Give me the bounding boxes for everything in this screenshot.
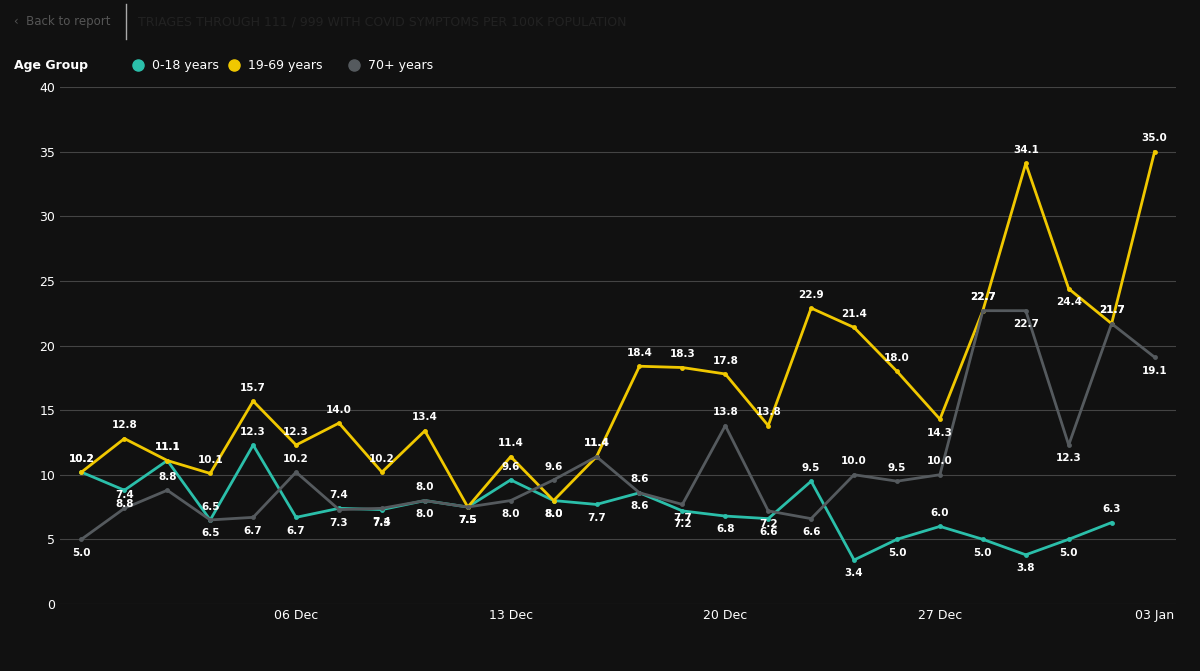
Text: 22.7: 22.7 — [1013, 319, 1039, 329]
Text: 6.7: 6.7 — [287, 525, 305, 535]
Text: 12.3: 12.3 — [283, 427, 308, 437]
Text: 18.0: 18.0 — [884, 353, 910, 363]
Text: 7.5: 7.5 — [458, 515, 478, 525]
Text: 7.3: 7.3 — [330, 518, 348, 528]
Text: 21.4: 21.4 — [841, 309, 868, 319]
Text: 12.3: 12.3 — [1056, 454, 1081, 464]
Text: 18.3: 18.3 — [670, 349, 695, 359]
Text: 14.0: 14.0 — [326, 405, 352, 415]
Text: 8.0: 8.0 — [415, 509, 434, 519]
Text: 7.4: 7.4 — [115, 490, 133, 500]
Text: 10.0: 10.0 — [928, 456, 953, 466]
Text: 21.7: 21.7 — [1099, 305, 1124, 315]
Text: 6.3: 6.3 — [1103, 504, 1121, 514]
Text: 13.8: 13.8 — [713, 407, 738, 417]
Text: 7.7: 7.7 — [587, 513, 606, 523]
Text: Age Group: Age Group — [14, 59, 89, 72]
Text: 7.5: 7.5 — [458, 515, 478, 525]
Text: 7.2: 7.2 — [673, 519, 691, 529]
Text: 10.0: 10.0 — [841, 456, 866, 466]
Text: ‹  Back to report: ‹ Back to report — [14, 15, 110, 28]
Text: 5.0: 5.0 — [72, 548, 91, 558]
Text: 7.4: 7.4 — [330, 490, 348, 500]
Text: 9.5: 9.5 — [888, 463, 906, 473]
Text: 10.2: 10.2 — [68, 454, 95, 464]
Text: 9.5: 9.5 — [802, 463, 821, 473]
Text: 6.8: 6.8 — [716, 525, 734, 534]
Text: 7.5: 7.5 — [458, 515, 478, 525]
Text: 6.6: 6.6 — [758, 527, 778, 537]
Text: 8.0: 8.0 — [545, 509, 563, 519]
Text: 6.0: 6.0 — [931, 508, 949, 518]
Text: 12.3: 12.3 — [240, 427, 266, 437]
Text: 19-69 years: 19-69 years — [248, 59, 323, 72]
Text: 3.8: 3.8 — [1016, 563, 1036, 573]
Text: 22.7: 22.7 — [970, 293, 996, 303]
Text: 70+ years: 70+ years — [368, 59, 433, 72]
Text: 6.6: 6.6 — [802, 527, 821, 537]
Text: 14.3: 14.3 — [926, 427, 953, 437]
Text: 8.6: 8.6 — [630, 474, 649, 484]
Text: 13.8: 13.8 — [755, 407, 781, 417]
Text: 21.7: 21.7 — [1099, 305, 1124, 315]
Text: 6.5: 6.5 — [200, 528, 220, 538]
Text: 7.7: 7.7 — [673, 513, 691, 523]
Text: 8.8: 8.8 — [115, 499, 133, 509]
Text: 10.2: 10.2 — [283, 454, 308, 464]
Text: 8.0: 8.0 — [545, 509, 563, 519]
Text: 8.8: 8.8 — [158, 472, 176, 482]
Text: 12.8: 12.8 — [112, 420, 137, 430]
Text: 10.2: 10.2 — [68, 454, 95, 464]
Text: 0-18 years: 0-18 years — [152, 59, 220, 72]
Text: 5.0: 5.0 — [973, 548, 992, 558]
Text: 19.1: 19.1 — [1141, 366, 1168, 376]
Text: 22.9: 22.9 — [798, 290, 824, 300]
Text: 5.0: 5.0 — [888, 548, 906, 558]
Text: 17.8: 17.8 — [713, 356, 738, 366]
Text: 7.4: 7.4 — [372, 517, 391, 527]
Text: 22.7: 22.7 — [970, 293, 996, 303]
Text: 10.1: 10.1 — [197, 455, 223, 465]
Text: 8.6: 8.6 — [630, 501, 649, 511]
Text: 11.1: 11.1 — [155, 442, 180, 452]
Text: 5.0: 5.0 — [1060, 548, 1078, 558]
Text: 11.4: 11.4 — [498, 438, 523, 448]
Text: 11.4: 11.4 — [583, 438, 610, 448]
Text: 18.4: 18.4 — [626, 348, 653, 358]
Text: 11.4: 11.4 — [583, 438, 610, 448]
Text: 8.0: 8.0 — [502, 509, 520, 519]
Text: 7.3: 7.3 — [373, 518, 391, 528]
Text: 6.7: 6.7 — [244, 525, 263, 535]
Text: 8.0: 8.0 — [415, 482, 434, 493]
Text: 9.6: 9.6 — [502, 462, 520, 472]
Text: 35.0: 35.0 — [1141, 134, 1168, 144]
Text: 15.7: 15.7 — [240, 382, 266, 393]
Text: 6.5: 6.5 — [200, 502, 220, 511]
Text: 7.2: 7.2 — [758, 519, 778, 529]
Text: 3.4: 3.4 — [845, 568, 863, 578]
Text: 24.4: 24.4 — [1056, 297, 1081, 307]
Text: 34.1: 34.1 — [1013, 145, 1039, 155]
Text: 13.4: 13.4 — [412, 413, 438, 423]
Text: 10.2: 10.2 — [370, 454, 395, 464]
Text: 9.6: 9.6 — [545, 462, 563, 472]
Text: 11.1: 11.1 — [155, 442, 180, 452]
Text: TRIAGES THROUGH 111 / 999 WITH COVID SYMPTOMS PER 100K POPULATION: TRIAGES THROUGH 111 / 999 WITH COVID SYM… — [138, 15, 626, 28]
